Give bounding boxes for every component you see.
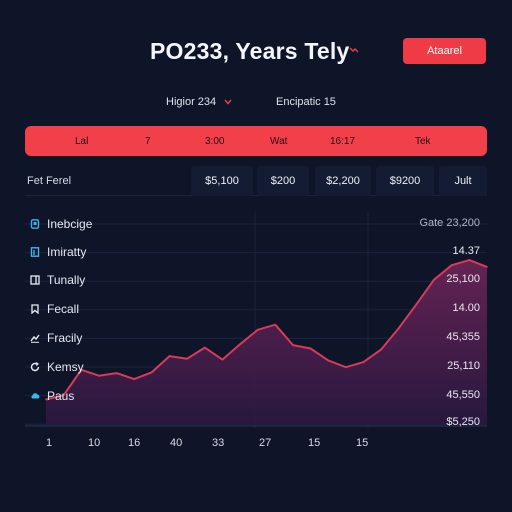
- column-header[interactable]: 16:17: [330, 136, 356, 147]
- data-point[interactable]: [186, 357, 188, 360]
- summary-cell[interactable]: $5,100: [191, 166, 253, 196]
- y-axis-label: $5,250: [446, 416, 480, 428]
- series-area: [46, 260, 487, 425]
- legend-label: Fecall: [47, 302, 80, 316]
- y-axis-label: Gate 23,200: [419, 217, 480, 229]
- summary-row-label: Fet Ferel: [27, 175, 72, 187]
- data-point[interactable]: [80, 368, 83, 371]
- data-point[interactable]: [362, 361, 365, 363]
- period-filter[interactable]: Encipatic 15: [276, 96, 336, 108]
- data-point[interactable]: [221, 358, 224, 361]
- data-point[interactable]: [256, 329, 259, 331]
- bookmark-icon: [31, 304, 39, 314]
- legend-item[interactable]: Paus: [30, 389, 74, 403]
- file-icon: [30, 219, 40, 229]
- series-line: [45, 259, 488, 401]
- data-point[interactable]: [151, 371, 153, 374]
- data-point[interactable]: [239, 343, 241, 346]
- legend-label: Kemsy: [47, 360, 84, 374]
- trend-down-icon: [349, 47, 359, 53]
- legend-label: Imiratty: [47, 245, 87, 259]
- legend-label: Inebcige: [47, 217, 93, 231]
- x-axis-label: 1: [46, 437, 53, 449]
- trend-icon: [30, 334, 40, 343]
- data-point[interactable]: [309, 347, 312, 350]
- summary-row: Fet Ferel $5,100 $200 $2,200 $9200 Jult: [25, 166, 487, 196]
- data-point[interactable]: [62, 394, 65, 397]
- legend-label: Fracily: [47, 331, 83, 345]
- primary-action-button[interactable]: Ataarel: [403, 38, 486, 64]
- legend-item[interactable]: Inebcige: [30, 217, 92, 231]
- document-icon: [30, 247, 40, 257]
- y-axis-label: 14.00: [452, 302, 480, 314]
- legend-item[interactable]: Fecall: [30, 302, 79, 316]
- summary-cell[interactable]: $2,200: [315, 166, 371, 196]
- legend-item[interactable]: Imiratty: [30, 245, 86, 259]
- y-axis-label: 45,355: [446, 331, 480, 343]
- x-axis-label: 40: [170, 437, 183, 449]
- data-point[interactable]: [168, 355, 171, 357]
- y-axis-label: 45,550: [446, 389, 480, 401]
- data-point[interactable]: [450, 264, 453, 267]
- range-filter-label: Higior 234: [166, 96, 217, 108]
- y-axis-label: 25,110: [447, 360, 480, 372]
- cloud-icon: [31, 393, 40, 399]
- column-header[interactable]: Tek: [415, 136, 431, 147]
- chevron-down-icon: [224, 99, 232, 105]
- summary-cell[interactable]: $200: [257, 166, 309, 196]
- data-point[interactable]: [486, 266, 488, 268]
- y-axis-label: 14.37: [452, 245, 480, 257]
- legend-label: Tunally: [47, 273, 86, 287]
- legend-label: Paus: [47, 389, 75, 403]
- flag-icon: [30, 275, 40, 285]
- data-point[interactable]: [380, 348, 382, 351]
- data-point[interactable]: [133, 378, 135, 380]
- data-point[interactable]: [115, 372, 118, 374]
- x-axis-label: 15: [356, 437, 369, 449]
- data-point[interactable]: [468, 259, 471, 261]
- data-point[interactable]: [398, 327, 400, 329]
- table-header-bar: Lal 7 3:00 Wat 16:17 Tek: [25, 126, 487, 156]
- summary-cell[interactable]: Jult: [439, 166, 487, 196]
- data-point[interactable]: [433, 278, 435, 281]
- data-point[interactable]: [415, 303, 418, 306]
- column-header[interactable]: Wat: [270, 136, 288, 147]
- column-header[interactable]: 7: [145, 136, 151, 147]
- data-point[interactable]: [274, 323, 277, 326]
- summary-cell[interactable]: $9200: [376, 166, 434, 196]
- x-axis-label: 27: [259, 437, 272, 449]
- legend-item[interactable]: Fracily: [30, 331, 82, 345]
- data-point[interactable]: [203, 346, 206, 349]
- x-axis-label: 15: [308, 437, 321, 449]
- range-filter-dropdown[interactable]: Higior 234: [166, 96, 232, 108]
- data-point[interactable]: [292, 344, 294, 346]
- x-axis-label: 10: [88, 437, 101, 449]
- y-axis-label: 25,100: [446, 273, 480, 285]
- legend-item[interactable]: Kemsy: [30, 360, 84, 374]
- data-point[interactable]: [327, 359, 330, 362]
- column-header[interactable]: Lal: [75, 136, 89, 147]
- column-header[interactable]: 3:00: [205, 136, 225, 147]
- data-point[interactable]: [45, 398, 47, 401]
- x-axis-label: 16: [128, 437, 141, 449]
- x-axis-label: 33: [212, 437, 225, 449]
- page-title: PO233, Years Tely: [150, 38, 350, 64]
- legend-item[interactable]: Tunally: [30, 273, 85, 287]
- data-point[interactable]: [345, 366, 347, 369]
- refresh-icon: [30, 362, 40, 372]
- data-point[interactable]: [98, 374, 100, 377]
